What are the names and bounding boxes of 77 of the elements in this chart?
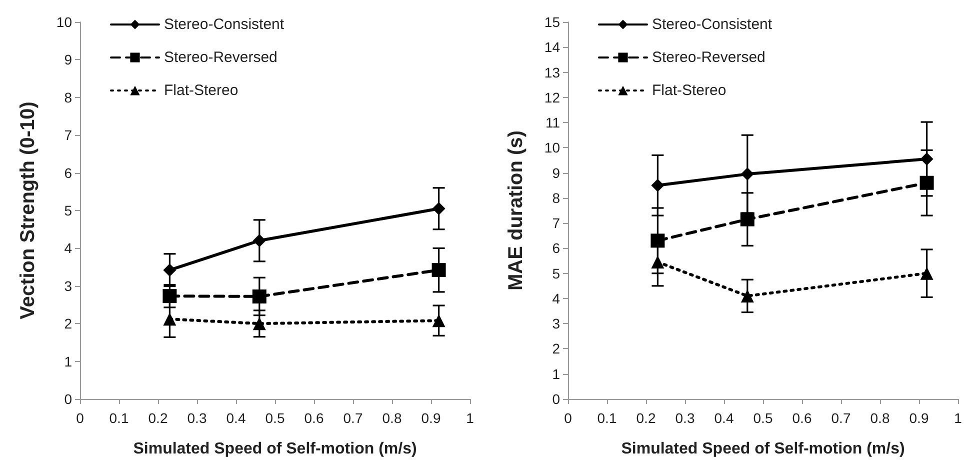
point <box>651 256 664 269</box>
y-tick-label: 1 <box>64 353 72 370</box>
x-tick-label: 0.8 <box>870 410 890 426</box>
x-tick-label: 0.8 <box>382 410 402 426</box>
point <box>163 264 176 277</box>
y-tick-label: 14 <box>544 39 560 56</box>
point <box>920 152 934 166</box>
x-tick-label: 0.9 <box>421 410 441 426</box>
point <box>432 202 446 216</box>
y-tick-label: 0 <box>64 391 72 407</box>
y-tick-label: 2 <box>552 340 560 357</box>
x-tick-label: 0.7 <box>831 410 851 426</box>
y-tick-label: 7 <box>552 215 560 232</box>
y-tick-label: 3 <box>64 278 72 294</box>
x-tick-label: 0.5 <box>753 410 773 426</box>
legend-label: Stereo-Reversed <box>652 49 766 66</box>
x-tick-label: 0.1 <box>597 410 617 426</box>
y-tick-label: 6 <box>552 240 560 256</box>
point <box>920 176 934 190</box>
y-tick-label: 15 <box>544 14 560 30</box>
y-tick-label: 8 <box>64 89 72 106</box>
point <box>252 317 266 330</box>
x-axis-title: Simulated Speed of Self-motion (m/s) <box>621 440 905 458</box>
point <box>252 234 266 248</box>
x-tick-label: 0.6 <box>792 410 812 426</box>
point <box>432 314 446 328</box>
y-tick-label: 1 <box>552 366 560 382</box>
point <box>252 289 266 304</box>
x-tick-label: 0.7 <box>343 410 363 426</box>
y-tick-label: 0 <box>552 391 560 407</box>
point <box>432 263 446 278</box>
y-tick-label: 10 <box>544 140 560 156</box>
y-tick-label: 10 <box>56 14 72 30</box>
x-tick-label: 0.4 <box>714 410 734 426</box>
y-tick-label: 5 <box>64 202 72 218</box>
point <box>650 234 665 248</box>
y-tick-label: 7 <box>64 127 72 144</box>
y-tick-label: 11 <box>545 114 560 131</box>
x-tick-label: 0.6 <box>304 410 324 426</box>
x-tick-label: 1 <box>466 410 474 426</box>
x-tick-label: 0.4 <box>226 410 246 426</box>
legend-label: Stereo-Consistent <box>652 16 773 33</box>
x-tick-label: 0.2 <box>636 410 656 426</box>
y-tick-label: 2 <box>64 316 72 332</box>
y-tick-label: 6 <box>64 164 72 181</box>
x-tick-label: 0.5 <box>265 410 285 426</box>
y-tick-label: 9 <box>64 52 72 68</box>
point <box>740 212 754 226</box>
x-tick-label: 0 <box>564 410 572 426</box>
legend-label: Flat-Stereo <box>652 82 726 99</box>
y-tick-label: 12 <box>544 89 560 106</box>
point <box>162 289 177 304</box>
x-axis-title: Simulated Speed of Self-motion (m/s) <box>133 440 417 458</box>
y-tick-label: 13 <box>544 64 560 80</box>
y-tick-label: 9 <box>552 164 560 181</box>
x-tick-label: 0 <box>76 410 84 426</box>
y-tick-label: 8 <box>552 190 560 206</box>
x-tick-label: 0.2 <box>148 410 168 426</box>
x-tick-label: 0.3 <box>187 410 207 426</box>
legend-label: Stereo-Reversed <box>164 49 278 66</box>
point <box>163 312 176 326</box>
x-tick-label: 0.1 <box>109 410 129 426</box>
point <box>740 289 754 302</box>
y-axis-title: MAE duration (s) <box>505 130 527 290</box>
y-tick-label: 5 <box>552 265 560 282</box>
x-tick-label: 0.9 <box>909 410 929 426</box>
y-axis-title: Vection Strength (0-10) <box>17 102 39 320</box>
y-tick-label: 4 <box>64 240 72 256</box>
legend-label: Flat-Stereo <box>164 82 238 99</box>
y-tick-label: 3 <box>552 316 560 332</box>
point <box>740 168 754 181</box>
y-tick-label: 4 <box>552 290 560 306</box>
point <box>920 266 934 280</box>
legend-label: Stereo-Consistent <box>164 16 285 33</box>
point <box>651 178 664 192</box>
x-tick-label: 0.3 <box>675 410 695 426</box>
x-tick-label: 1 <box>954 410 962 426</box>
